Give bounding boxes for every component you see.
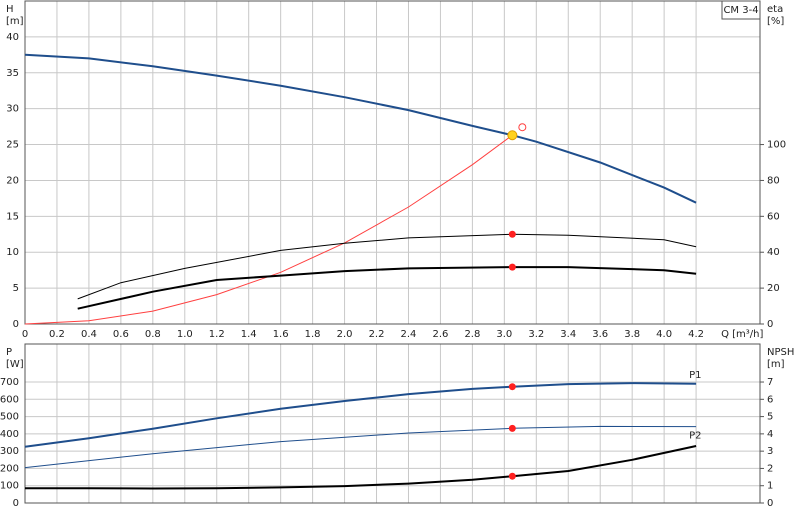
y-tick-label: 20: [6, 175, 19, 186]
y2-axis-title: [%]: [767, 16, 784, 27]
duty-point: [508, 230, 516, 238]
x-tick-label: 0.8: [145, 329, 161, 340]
x-tick-label: 1.0: [177, 329, 193, 340]
x-tick-label: 1.2: [209, 329, 225, 340]
series-label: P2: [689, 431, 701, 442]
y2-axis-title: NPSH: [767, 347, 794, 358]
x-tick-label: 3.4: [560, 329, 576, 340]
y-tick-label: 35: [6, 68, 19, 79]
y2-tick-label: 3: [767, 446, 773, 457]
y-tick-label: 15: [6, 211, 19, 222]
y-axis-title: [m]: [6, 16, 24, 27]
series-label: P1: [689, 370, 701, 381]
series-line: [25, 445, 697, 490]
x-tick-label: 2.4: [401, 329, 417, 340]
y-tick-label: 400: [0, 429, 19, 440]
series-line: [77, 266, 697, 310]
duty-point: [508, 263, 516, 271]
x-tick-label: 0: [22, 329, 28, 340]
duty-point: [508, 383, 516, 391]
x-tick-label: 3.0: [496, 329, 512, 340]
y-tick-label: 25: [6, 140, 19, 151]
y-tick-label: 300: [0, 446, 19, 457]
series-line: [24, 134, 513, 325]
series-line: [24, 53, 697, 204]
y-tick-label: 5: [13, 283, 19, 294]
y-tick-label: 0: [13, 319, 19, 330]
y-tick-label: 10: [6, 247, 19, 258]
y-tick-label: 600: [0, 394, 19, 405]
y2-tick-label: 100: [767, 140, 786, 151]
y2-tick-label: 5: [767, 412, 773, 423]
x-tick-label: 2.8: [464, 329, 480, 340]
x-tick-label: 1.6: [273, 329, 289, 340]
y2-axis-title: [m]: [767, 359, 785, 370]
x-tick-label: 1.4: [241, 329, 257, 340]
series-line: [24, 382, 697, 448]
series-line: [77, 233, 697, 300]
y2-tick-label: 60: [767, 211, 780, 222]
x-tick-label: 3.6: [592, 329, 608, 340]
y-tick-label: 0: [13, 498, 19, 509]
y-tick-label: 100: [0, 481, 19, 492]
duty-point: [508, 472, 516, 480]
y-axis-title: [W]: [6, 359, 24, 370]
y2-tick-label: 1: [767, 481, 773, 492]
x-tick-label: 0.6: [113, 329, 129, 340]
y-axis-title: P: [6, 347, 12, 358]
x-tick-label: 4.0: [656, 329, 672, 340]
x-tick-label: 2.2: [369, 329, 385, 340]
duty-point: [507, 130, 518, 141]
y2-tick-label: 0: [767, 319, 773, 330]
y2-tick-label: 6: [767, 394, 773, 405]
y2-tick-label: 80: [767, 175, 780, 186]
y-tick-label: 40: [6, 32, 19, 43]
duty-point: [508, 424, 516, 432]
plot-frame: [24, 0, 761, 325]
y2-tick-label: 20: [767, 283, 780, 294]
y-tick-label: 500: [0, 412, 19, 423]
x-tick-label: 1.8: [305, 329, 321, 340]
x-tick-label: 3.2: [528, 329, 544, 340]
x-tick-label: 0.2: [49, 329, 65, 340]
y-tick-label: 200: [0, 463, 19, 474]
y-axis-title: H: [6, 4, 14, 15]
x-tick-label: 4.2: [688, 329, 704, 340]
x-tick-label: 0.4: [81, 329, 97, 340]
y2-tick-label: 40: [767, 247, 780, 258]
label-box-text: CM 3-4: [723, 5, 758, 16]
plot-frame: [24, 343, 761, 504]
x-tick-label: 2.0: [337, 329, 353, 340]
label-box: [721, 0, 761, 20]
duty-point-icon: [518, 123, 527, 132]
series-line: [24, 425, 697, 469]
y2-tick-label: 0: [767, 498, 773, 509]
x-axis-title: Q [m³/h]: [721, 329, 763, 340]
y2-axis-title: eta: [767, 4, 783, 15]
y-tick-label: 30: [6, 104, 19, 115]
y2-tick-label: 4: [767, 429, 773, 440]
x-tick-label: 3.8: [624, 329, 640, 340]
y-tick-label: 700: [0, 377, 19, 388]
x-tick-label: 2.6: [432, 329, 448, 340]
y2-tick-label: 7: [767, 377, 773, 388]
y2-tick-label: 2: [767, 463, 773, 474]
